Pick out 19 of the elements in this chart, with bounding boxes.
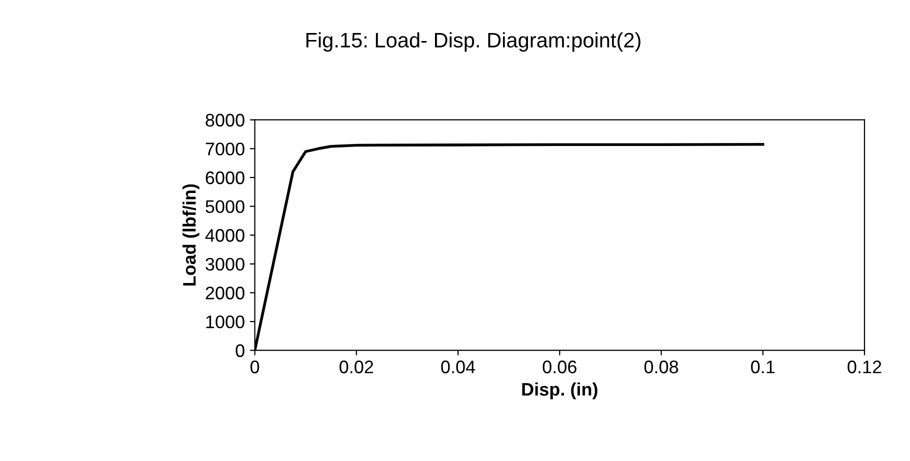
y-tick-label: 3000 <box>206 258 244 271</box>
y-tick-label: 4000 <box>205 229 244 242</box>
x-tick-label: 0.04 <box>441 360 476 374</box>
x-axis-title: Disp. (in) <box>522 382 598 400</box>
y-tick-label: 6000 <box>206 171 244 184</box>
y-tick-label: 0 <box>236 344 244 358</box>
x-tick-label: 0.06 <box>542 360 576 374</box>
x-tick-label: 0.02 <box>340 360 374 374</box>
y-tick-label: 2000 <box>206 286 244 300</box>
y-tick-label: 7000 <box>206 142 244 156</box>
y-axis-title: Load (lbf/in) <box>182 184 200 286</box>
x-tick-label: 0.12 <box>848 360 882 374</box>
x-tick-label: 0 <box>250 360 260 374</box>
x-tick-label: 0.08 <box>644 360 678 374</box>
x-tick-label: 0.1 <box>751 360 775 374</box>
y-tick-label: 5000 <box>206 200 244 214</box>
y-tick-label: 8000 <box>206 114 244 127</box>
y-tick-label: 1000 <box>206 315 244 328</box>
chart-title: Fig.15: Load- Disp. Diagram:point(2) <box>306 32 640 52</box>
